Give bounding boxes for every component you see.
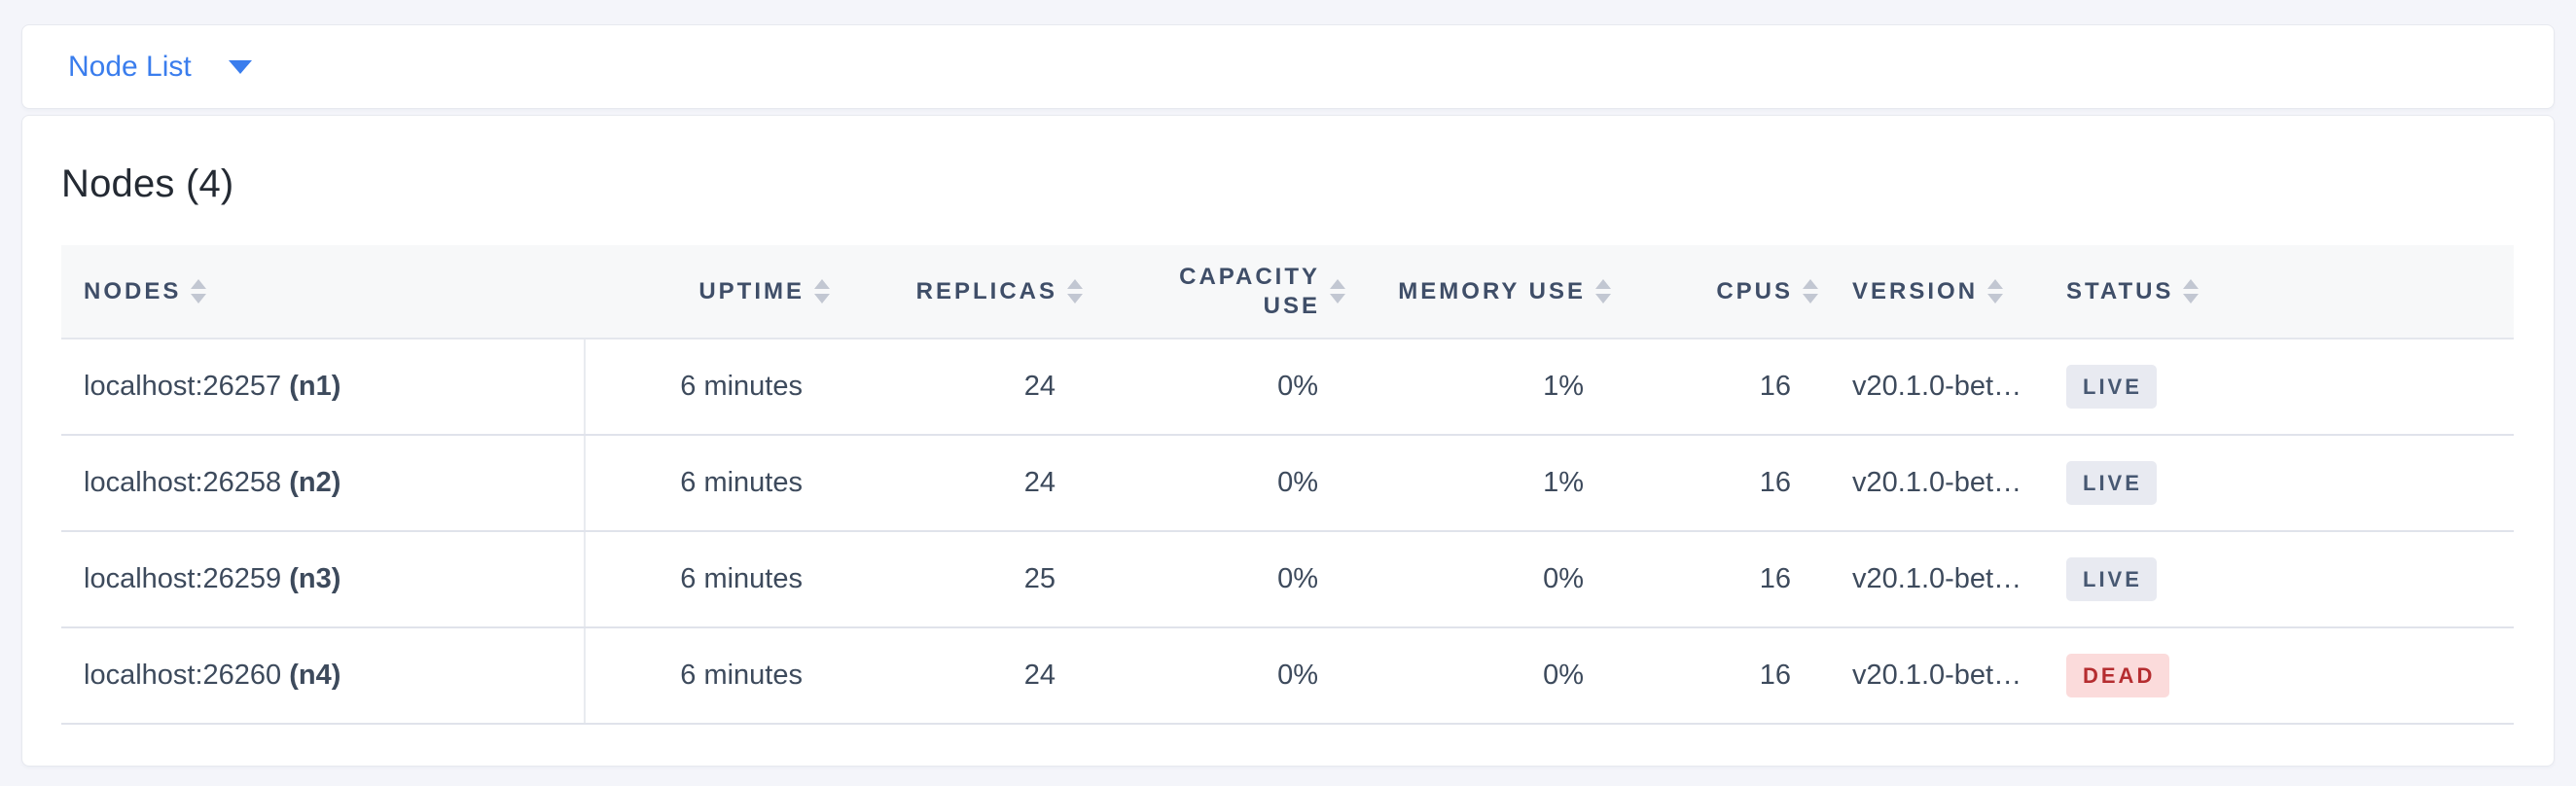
sort-icon[interactable]: [2183, 279, 2200, 304]
replicas-cell: 25: [830, 531, 1083, 628]
column-header-memory-use[interactable]: MEMORY USE: [1345, 245, 1611, 339]
sort-icon[interactable]: [1595, 279, 1611, 304]
page-title: Nodes (4): [61, 162, 234, 205]
capacity-use-cell: 0%: [1083, 531, 1345, 628]
table-header-row: NODES UPTIME REPLICAS CAPACITY USE MEMOR…: [61, 245, 2514, 339]
node-address-cell[interactable]: localhost:26259 (n3): [61, 531, 586, 628]
column-header-uptime[interactable]: UPTIME: [585, 245, 830, 339]
status-badge: LIVE: [2066, 461, 2157, 505]
replicas-cell: 24: [830, 435, 1083, 532]
uptime-cell: 6 minutes: [585, 435, 830, 532]
replicas-cell: 24: [830, 339, 1083, 436]
memory-use-cell: 1%: [1345, 435, 1611, 532]
sort-icon[interactable]: [191, 279, 207, 304]
memory-use-cell: 1%: [1345, 339, 1611, 436]
table-row: localhost:26259 (n3) 6 minutes 25 0% 0% …: [61, 531, 2514, 628]
cpus-cell: 16: [1611, 627, 1818, 725]
table-row: localhost:26257 (n1) 6 minutes 24 0% 1% …: [61, 339, 2514, 436]
version-cell: v20.1.0-bet…: [1818, 531, 2042, 628]
status-badge: LIVE: [2066, 365, 2157, 409]
version-cell: v20.1.0-bet…: [1818, 339, 2042, 436]
sort-icon[interactable]: [1987, 279, 2004, 304]
node-id: (n4): [289, 660, 341, 691]
status-cell: LIVE: [2042, 531, 2514, 628]
node-id: (n3): [289, 563, 341, 594]
node-id: (n2): [289, 467, 341, 498]
uptime-cell: 6 minutes: [585, 627, 830, 725]
table-row: localhost:26258 (n2) 6 minutes 24 0% 1% …: [61, 435, 2514, 532]
column-header-version[interactable]: VERSION: [1818, 245, 2042, 339]
node-address-cell[interactable]: localhost:26257 (n1): [61, 339, 586, 436]
column-header-replicas[interactable]: REPLICAS: [830, 245, 1083, 339]
uptime-cell: 6 minutes: [585, 531, 830, 628]
status-badge: LIVE: [2066, 557, 2157, 601]
status-badge: DEAD: [2066, 654, 2170, 697]
version-cell: v20.1.0-bet…: [1818, 627, 2042, 725]
node-id: (n1): [289, 371, 341, 402]
sort-icon[interactable]: [1330, 279, 1345, 304]
page: Node List Nodes (4) NODES UPTIME: [21, 24, 2555, 767]
cpus-cell: 16: [1611, 339, 1818, 436]
version-cell: v20.1.0-bet…: [1818, 435, 2042, 532]
capacity-use-cell: 0%: [1083, 339, 1345, 436]
sort-icon[interactable]: [1803, 279, 1818, 304]
column-header-nodes[interactable]: NODES: [61, 245, 585, 339]
node-list-toolbar: Node List: [21, 24, 2555, 109]
capacity-use-cell: 0%: [1083, 435, 1345, 532]
memory-use-cell: 0%: [1345, 531, 1611, 628]
node-address-cell[interactable]: localhost:26260 (n4): [61, 627, 586, 725]
status-cell: DEAD: [2042, 627, 2514, 725]
node-list-dropdown-label: Node List: [68, 50, 192, 83]
status-cell: LIVE: [2042, 339, 2514, 436]
cpus-cell: 16: [1611, 435, 1818, 532]
sort-icon[interactable]: [814, 279, 830, 304]
nodes-card: Nodes (4) NODES UPTIME REPLICAS: [21, 115, 2555, 767]
uptime-cell: 6 minutes: [585, 339, 830, 436]
table-row: localhost:26260 (n4) 6 minutes 24 0% 0% …: [61, 627, 2514, 725]
status-cell: LIVE: [2042, 435, 2514, 532]
cpus-cell: 16: [1611, 531, 1818, 628]
column-header-cpus[interactable]: CPUS: [1611, 245, 1818, 339]
node-table: NODES UPTIME REPLICAS CAPACITY USE MEMOR…: [61, 245, 2514, 725]
node-list-dropdown[interactable]: Node List: [68, 50, 252, 83]
node-address-cell[interactable]: localhost:26258 (n2): [61, 435, 586, 532]
chevron-down-icon: [228, 59, 252, 74]
memory-use-cell: 0%: [1345, 627, 1611, 725]
column-header-status[interactable]: STATUS: [2042, 245, 2514, 339]
capacity-use-cell: 0%: [1083, 627, 1345, 725]
column-header-capacity-use[interactable]: CAPACITY USE: [1083, 245, 1345, 339]
replicas-cell: 24: [830, 627, 1083, 725]
sort-icon[interactable]: [1067, 279, 1083, 304]
